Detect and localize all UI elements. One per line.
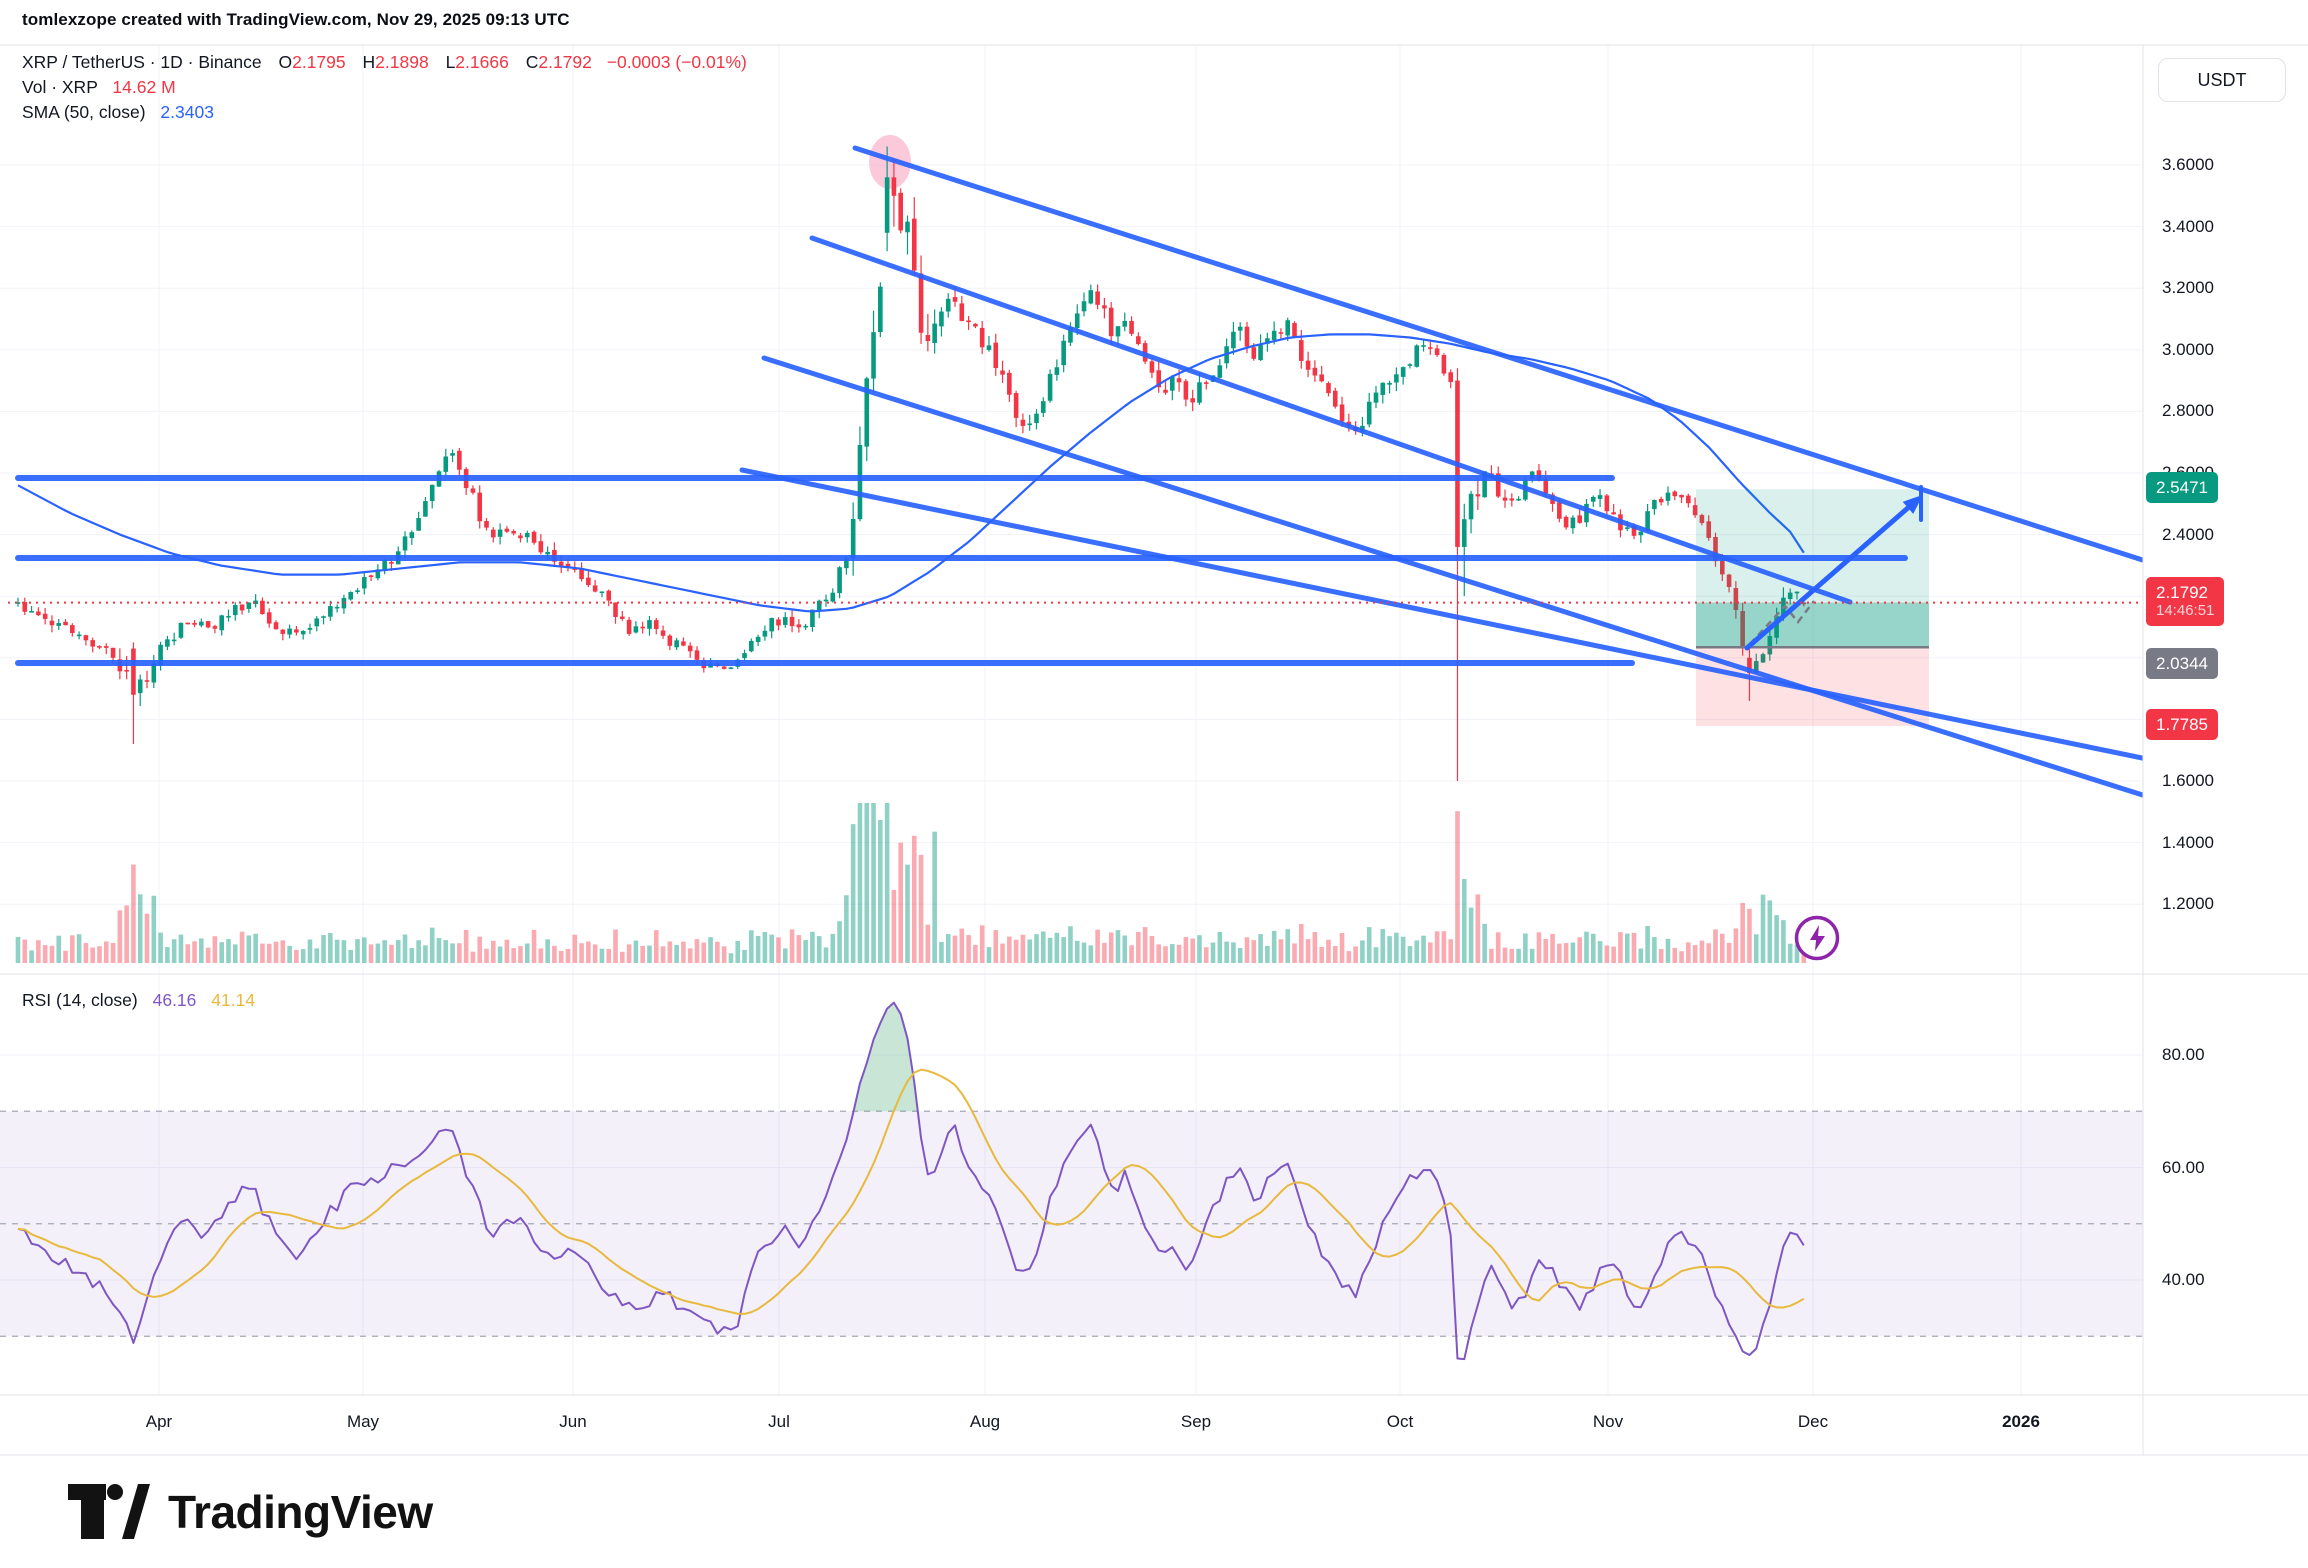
- ohlc-high-value: 2.1898: [375, 52, 429, 72]
- legend-sma-row[interactable]: SMA (50, close) 2.3403: [22, 100, 747, 124]
- rsi-legend-row[interactable]: RSI (14, close) 46.16 41.14: [22, 990, 255, 1011]
- rsi-value: 46.16: [152, 990, 197, 1010]
- volume-value: 14.62 M: [112, 77, 176, 97]
- legend-volume-row[interactable]: Vol · XRP 14.62 M: [22, 75, 747, 99]
- price-axis[interactable]: [2143, 45, 2308, 1395]
- volume-bars: [15, 803, 1807, 963]
- legend-symbol-row[interactable]: XRP / TetherUS · 1D · Binance O2.1795 H2…: [22, 50, 747, 74]
- rsi-label: RSI (14, close): [22, 990, 138, 1010]
- pane-borders: [0, 44, 2308, 1456]
- flash-action-icon[interactable]: [1794, 915, 1840, 961]
- tradingview-logo-icon: [68, 1484, 150, 1539]
- volume-label: Vol · XRP: [22, 77, 98, 97]
- ohlc-low-value: 2.1666: [455, 52, 509, 72]
- currency-toggle-button[interactable]: USDT: [2158, 58, 2286, 102]
- trendline[interactable]: [761, 355, 2152, 798]
- trendline[interactable]: [852, 145, 2152, 563]
- brand-name: TradingView: [168, 1486, 433, 1538]
- gridlines: [0, 45, 2143, 1395]
- rsi-overbought-fill: [853, 1002, 918, 1112]
- ohlc-low-label: L: [445, 52, 456, 72]
- ohlc-open-value: 2.1795: [292, 52, 346, 72]
- trendline[interactable]: [809, 235, 1853, 605]
- ohlc-open-label: O: [278, 52, 293, 72]
- symbol-title: XRP / TetherUS · 1D · Binance: [22, 52, 262, 72]
- candlesticks: [15, 146, 1807, 781]
- rsi-lines: [17, 1001, 1805, 1361]
- highlight-marker: [869, 135, 911, 189]
- sma-value: 2.3403: [160, 102, 214, 122]
- rsi-ma-value: 41.14: [211, 990, 256, 1010]
- footer-brand[interactable]: TradingView: [68, 1484, 433, 1540]
- arrow-head-icon: [1902, 494, 1924, 514]
- ohlc-close-value: 2.1792: [538, 52, 592, 72]
- change-value: −0.0003 (−0.01%): [606, 52, 747, 72]
- main-legend: XRP / TetherUS · 1D · Binance O2.1795 H2…: [22, 50, 747, 125]
- arrow-line[interactable]: [1744, 497, 1920, 651]
- sma-label: SMA (50, close): [22, 102, 146, 122]
- attribution-text: tomlexzope created with TradingView.com,…: [22, 10, 570, 29]
- ohlc-high-label: H: [362, 52, 376, 72]
- time-axis[interactable]: [0, 1395, 2308, 1455]
- trendline-drawings[interactable]: [15, 145, 2152, 798]
- long-position-tool[interactable]: [1696, 489, 1929, 727]
- trendline[interactable]: [739, 467, 2152, 761]
- ohlc-close-label: C: [525, 52, 539, 72]
